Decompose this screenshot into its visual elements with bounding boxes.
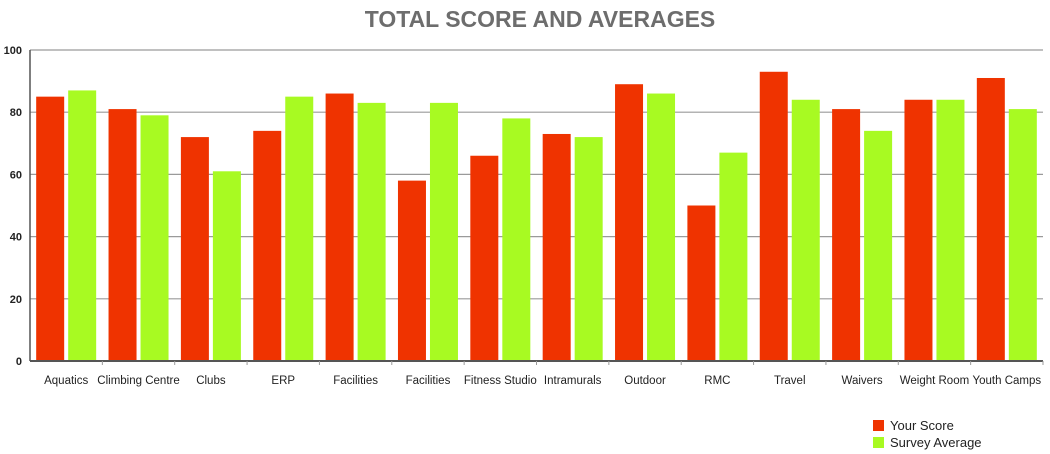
bar-survey-average [719, 152, 748, 361]
axes: 0 20 40 60 80 100 Aquatics Climbing Centre Clubs… [4, 45, 1044, 387]
x-tick-label: Facilities [406, 375, 451, 387]
legend-swatch [873, 437, 884, 448]
bar-your-score [615, 84, 644, 362]
x-tick-label: Fitness Studio [464, 375, 537, 387]
bar-your-score [397, 180, 426, 361]
bar-survey-average [1008, 109, 1037, 361]
bar-your-score [832, 109, 861, 361]
bar-your-score [759, 71, 788, 362]
bar-survey-average [647, 93, 676, 361]
x-tick-label: Weight Room [900, 375, 969, 387]
bar-survey-average [212, 171, 241, 361]
x-tick-label: RMC [704, 375, 730, 387]
bar-survey-average [285, 96, 314, 362]
x-tick-label: ERP [271, 375, 295, 387]
y-tick-label: 60 [10, 169, 22, 181]
x-tick-label: Facilities [333, 375, 378, 387]
bar-your-score [180, 137, 209, 361]
bar-survey-average [936, 99, 965, 361]
bar-your-score [470, 155, 499, 361]
bar-your-score [976, 77, 1005, 362]
y-tick-label: 0 [16, 356, 22, 368]
chart-title: TOTAL SCORE AND AVERAGES [365, 6, 716, 32]
bar-survey-average [357, 102, 386, 362]
y-tick-label: 80 [10, 107, 22, 119]
bar-your-score [687, 205, 716, 361]
bars [36, 71, 1037, 362]
bar-survey-average [791, 99, 820, 361]
bar-your-score [904, 99, 933, 361]
bar-survey-average [574, 137, 603, 361]
x-tick-label: Aquatics [44, 375, 88, 387]
bar-your-score [325, 93, 354, 361]
x-tick-label: Outdoor [624, 375, 666, 387]
bar-survey-average [864, 130, 893, 361]
x-tick-label: Youth Camps [973, 375, 1042, 387]
bar-your-score [542, 133, 571, 361]
x-tick-label: Intramurals [544, 375, 602, 387]
x-tick-label: Waivers [842, 375, 883, 387]
legend: Your Score Survey Average [873, 418, 982, 450]
y-tick-label: 100 [4, 45, 22, 57]
y-tick-label: 40 [10, 232, 22, 244]
x-tick-label: Climbing Centre [97, 375, 179, 387]
bar-your-score [36, 96, 65, 362]
legend-label: Survey Average [890, 435, 982, 450]
x-tick-label: Clubs [196, 375, 226, 387]
x-tick-label: Travel [774, 375, 806, 387]
legend-swatch [873, 420, 884, 431]
bar-survey-average [140, 115, 169, 361]
legend-label: Your Score [890, 418, 954, 433]
bar-survey-average [429, 102, 458, 362]
bar-your-score [253, 130, 282, 361]
y-tick-label: 20 [10, 294, 22, 306]
bar-survey-average [68, 90, 97, 362]
bar-survey-average [502, 118, 531, 361]
bar-your-score [108, 109, 137, 361]
